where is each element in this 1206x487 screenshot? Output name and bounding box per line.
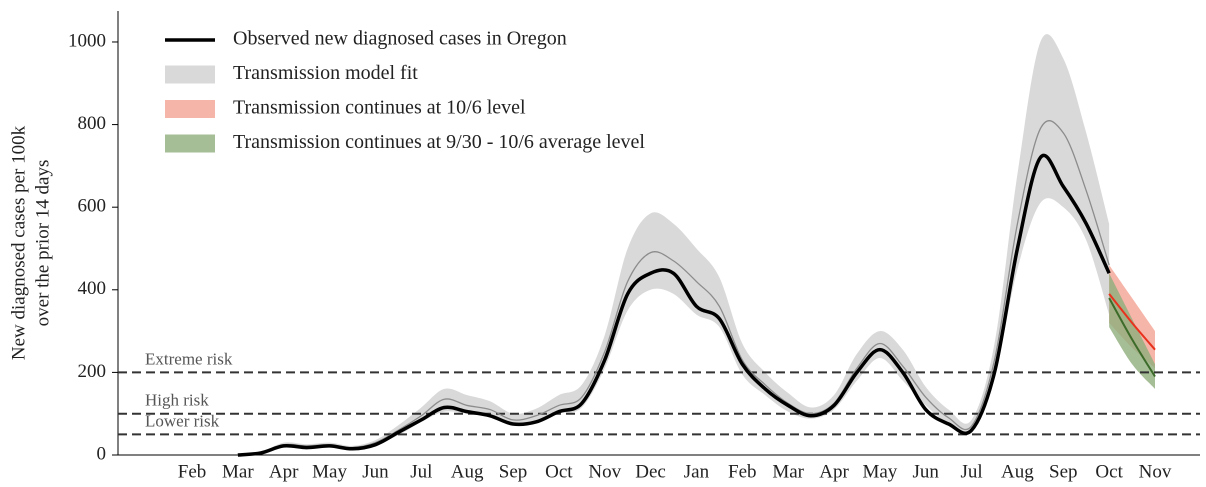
x-tick-label: May — [862, 461, 897, 482]
x-tick-label: Aug — [451, 461, 484, 482]
legend-label: Transmission model fit — [233, 62, 418, 84]
series-line — [1108, 297, 1156, 378]
risk-label: Lower risk — [145, 411, 220, 430]
legend-swatch — [165, 100, 215, 118]
x-tick-label: Mar — [772, 461, 804, 482]
y-tick-label: 400 — [78, 278, 107, 299]
x-tick-label: Nov — [588, 461, 621, 482]
x-tick-label: Apr — [819, 461, 849, 482]
y-tick-label: 1000 — [68, 30, 106, 51]
x-tick-label: Jan — [684, 461, 710, 482]
y-tick-label: 600 — [78, 196, 107, 217]
x-tick-label: Jul — [960, 461, 982, 482]
x-tick-label: Oct — [1095, 461, 1123, 482]
x-tick-label: Nov — [1139, 461, 1172, 482]
legend-swatch — [165, 65, 215, 84]
x-tick-label: Mar — [222, 461, 254, 482]
x-tick-label: Sep — [1049, 461, 1078, 482]
band — [237, 34, 1110, 455]
x-tick-label: Feb — [728, 461, 757, 482]
x-tick-label: Apr — [269, 461, 299, 482]
x-tick-label: Jul — [410, 461, 432, 482]
x-tick-label: Feb — [178, 461, 207, 482]
y-tick-label: 800 — [78, 113, 107, 134]
series-line — [237, 153, 1111, 457]
x-tick-label: Sep — [499, 461, 528, 482]
legend-label: Observed new diagnosed cases in Oregon — [233, 28, 567, 50]
y-axis-label: over the prior 14 days — [32, 160, 53, 327]
x-tick-label: Jun — [362, 461, 389, 482]
x-tick-label: Oct — [545, 461, 573, 482]
x-tick-label: Dec — [635, 461, 666, 482]
risk-label: Extreme risk — [145, 349, 233, 368]
y-tick-label: 0 — [97, 443, 107, 464]
x-tick-label: Aug — [1001, 461, 1034, 482]
y-axis-label: New diagnosed cases per 100k — [8, 125, 29, 360]
legend-label: Transmission continues at 9/30 - 10/6 av… — [233, 131, 645, 153]
x-tick-label: Jun — [913, 461, 940, 482]
x-tick-label: May — [312, 461, 347, 482]
risk-label: High risk — [145, 391, 209, 410]
series-line — [1108, 293, 1156, 351]
legend-label: Transmission continues at 10/6 level — [233, 97, 526, 119]
y-tick-label: 200 — [78, 361, 107, 382]
legend-swatch — [165, 134, 215, 153]
